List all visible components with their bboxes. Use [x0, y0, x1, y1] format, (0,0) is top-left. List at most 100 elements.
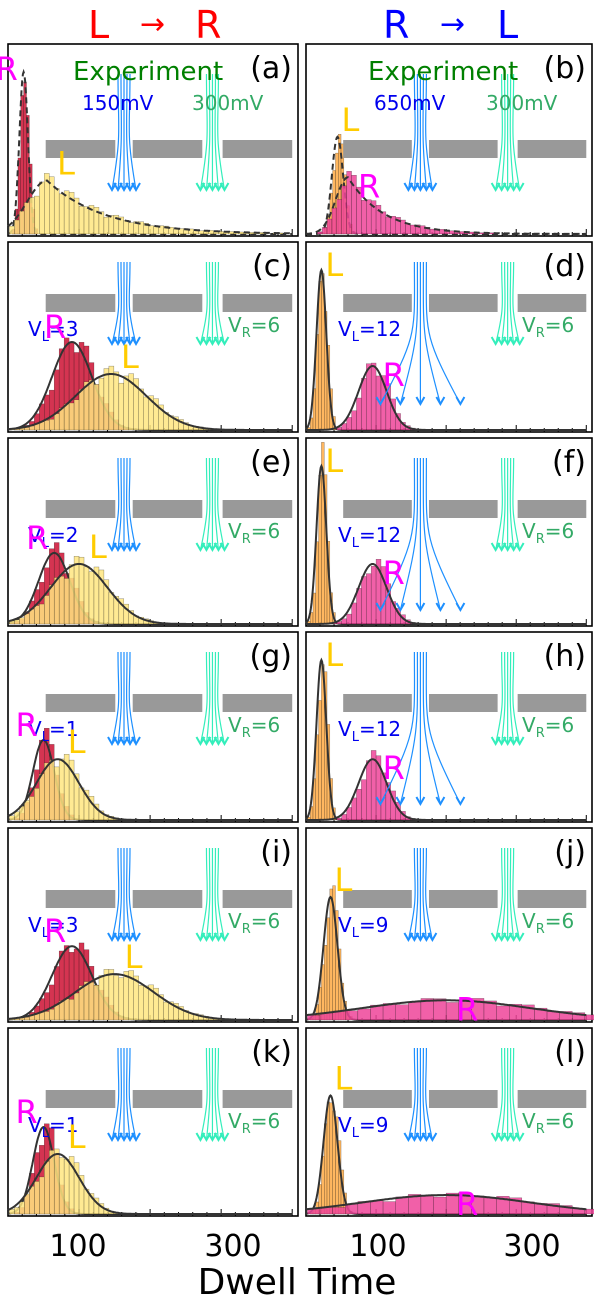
hist-bar-L	[53, 188, 60, 235]
membrane-segment	[343, 140, 412, 158]
hist-bar-R	[370, 1200, 384, 1215]
left-voltage: 650mV	[374, 91, 446, 115]
green-arrow-line	[512, 847, 521, 941]
panel-d: (d) VL=12 VR=6 R L	[305, 241, 593, 433]
hist-bar-R	[496, 1005, 510, 1021]
panel-letter: (f)	[552, 445, 586, 480]
hist-bar-R	[336, 199, 342, 235]
hist-bar-L	[108, 592, 115, 625]
membrane-segment	[428, 890, 498, 908]
hist-bar-R	[357, 1008, 371, 1021]
membrane-segment	[222, 694, 293, 712]
membrane-segment	[222, 1090, 293, 1108]
green-arrow-line	[205, 1047, 211, 1141]
label-R: R	[358, 167, 380, 205]
green-arrow-line	[512, 73, 521, 191]
right-voltage: VR=6	[228, 1109, 280, 1137]
hist-bar-L	[73, 399, 80, 431]
hist-bar-L	[49, 584, 55, 625]
hist-bar-L	[78, 787, 85, 821]
green-arrow-head	[514, 542, 525, 553]
hist-bar-L	[98, 975, 105, 1021]
hist-bar-L	[321, 964, 325, 1021]
blue-arrow-line	[126, 261, 131, 345]
blue-arrow-line	[128, 651, 137, 745]
panel-letter: (i)	[260, 835, 292, 870]
green-arrow-line	[199, 651, 208, 745]
membrane-segment	[428, 500, 498, 518]
hist-bar-L	[123, 971, 129, 1021]
hist-bar-R	[321, 227, 328, 235]
membrane-segment	[45, 500, 116, 518]
experiment-title: Experiment	[368, 57, 518, 87]
hist-bar-L	[53, 1148, 60, 1215]
membrane-segment	[343, 294, 412, 312]
hist-bar-R	[341, 185, 347, 235]
hist-bar-L	[49, 1150, 55, 1215]
hist-bar-R	[351, 410, 357, 431]
hist-bar-L	[143, 985, 149, 1021]
blue-arrow-head	[375, 602, 386, 613]
blue-arrow-head	[415, 602, 426, 613]
hist-bar-L	[98, 377, 105, 431]
green-arrow-head	[219, 542, 230, 553]
fit-curve-R	[305, 999, 587, 1017]
hist-bar-L	[9, 815, 15, 821]
hist-bar-L	[68, 564, 75, 625]
col-title-left-from: L	[88, 3, 109, 47]
blue-arrow-line	[422, 1047, 427, 1141]
hist-bar-R	[483, 1197, 497, 1215]
blue-arrow-line	[128, 261, 137, 345]
green-arrow-line	[214, 261, 220, 345]
hist-bar-L	[329, 888, 333, 1021]
hist-bar-L	[58, 575, 65, 625]
hist-bar-L	[68, 402, 75, 431]
blue-arrow-line	[379, 457, 416, 611]
hist-bar-L	[53, 413, 60, 431]
hist-bar-R	[433, 998, 447, 1021]
hist-bar-L	[103, 969, 110, 1021]
fit-curve-R	[305, 1194, 587, 1211]
left-voltage: 150mV	[82, 91, 154, 115]
blue-arrow-head	[131, 932, 141, 943]
blue-arrow-head	[415, 796, 426, 807]
green-arrow-line	[512, 457, 521, 551]
green-arrow-line	[501, 651, 506, 745]
hist-bar-L	[63, 998, 70, 1021]
col-title-right-from: R	[383, 3, 409, 47]
membrane-segment	[222, 140, 293, 158]
green-arrow-line	[214, 457, 220, 551]
green-arrow-head	[219, 336, 230, 347]
hist-bar-R	[345, 1204, 359, 1215]
hist-bar-L	[93, 984, 100, 1021]
hist-bar-L	[108, 365, 115, 431]
hist-bar-L	[68, 999, 75, 1021]
green-arrow-head	[514, 182, 525, 193]
blue-arrow-head	[395, 796, 406, 807]
panel-frame	[305, 631, 593, 823]
blue-arrow-head	[435, 796, 446, 807]
blue-arrow-line	[413, 847, 419, 941]
green-arrow-line	[214, 847, 220, 941]
col-title-left-to: R	[195, 3, 221, 47]
hist-bar-L	[123, 375, 129, 431]
green-arrow-head	[219, 1132, 230, 1143]
membrane-segment	[343, 694, 412, 712]
right-voltage: VR=6	[522, 313, 574, 341]
membrane-segment	[45, 294, 116, 312]
hist-bar-L	[14, 1207, 20, 1215]
right-voltage: VR=6	[228, 519, 280, 547]
hist-bar-L	[315, 541, 319, 625]
hist-bar-R	[356, 789, 362, 821]
blue-arrow-head	[395, 602, 406, 613]
green-arrow-line	[199, 261, 208, 345]
blue-arrow-head	[375, 396, 386, 407]
blue-arrow-line	[422, 457, 441, 611]
blue-arrow-line	[111, 261, 120, 345]
label-L: L	[335, 1060, 353, 1098]
membrane-segment	[428, 294, 498, 312]
membrane-segment	[428, 140, 498, 158]
membrane-segment	[222, 294, 293, 312]
left-voltage: VL=2	[28, 523, 78, 551]
